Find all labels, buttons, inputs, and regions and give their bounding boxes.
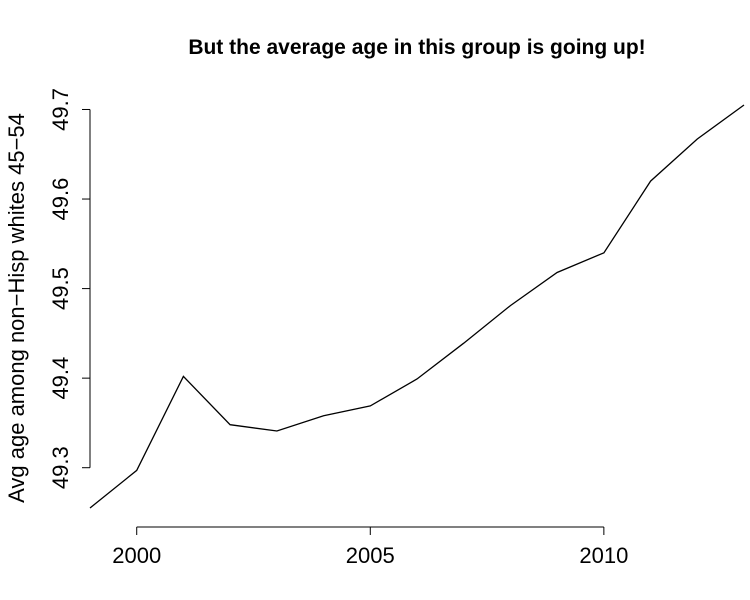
y-tick-label: 49.5 [48,267,73,310]
chart-title: But the average age in this group is goi… [188,36,645,59]
y-axis-ticks: 49.3 49.4 49.5 49.6 49.7 [48,88,90,489]
x-axis-ticks: 2000 2005 2010 [112,527,628,568]
y-tick-label: 49.3 [48,446,73,489]
series-line [89,104,745,509]
x-tick-label: 2005 [346,543,395,568]
y-tick-label: 49.6 [48,178,73,221]
y-tick-label: 49.7 [48,88,73,131]
x-tick-label: 2010 [579,543,628,568]
y-axis-label: Avg age among non−Hisp whites 45−54 [4,113,29,503]
y-tick-label: 49.4 [48,357,73,400]
x-tick-label: 2000 [112,543,161,568]
